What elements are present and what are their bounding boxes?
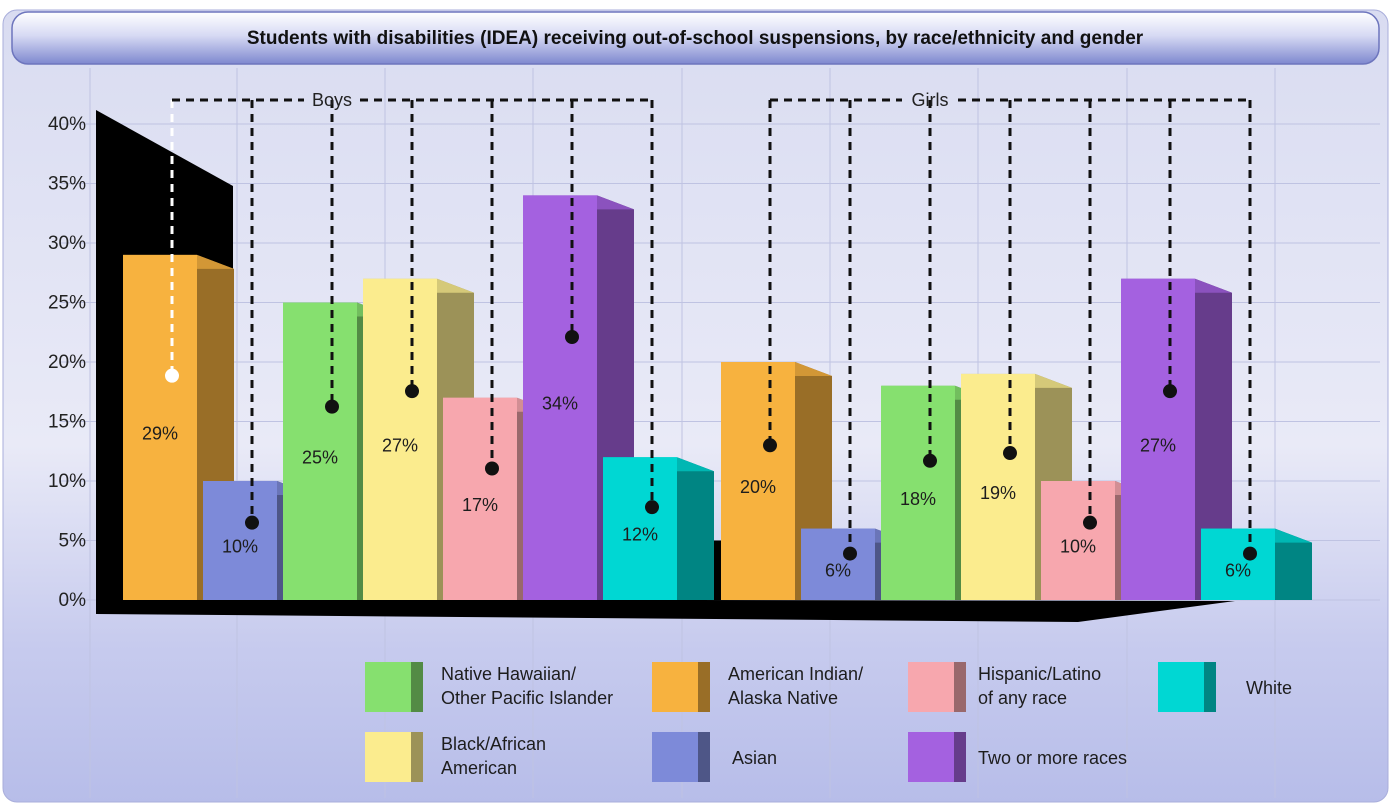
leader-dot	[485, 461, 499, 476]
bar	[603, 457, 677, 600]
y-tick-label: 0%	[59, 590, 87, 611]
leader-dot	[165, 368, 179, 383]
y-tick-label: 35%	[48, 174, 86, 195]
label-layer: 29% 10% 25% 27% 17% 34% 12% 20% 6% 18% 19% 10% 27% 6%	[142, 394, 1251, 581]
legend-label: American	[441, 758, 517, 778]
legend-swatch	[365, 662, 411, 712]
legend-swatch-side	[411, 662, 423, 712]
legend-swatch-side	[698, 662, 710, 712]
legend-swatch-side	[954, 662, 966, 712]
data-label: 27%	[1140, 435, 1176, 455]
leader-dot	[1083, 515, 1097, 530]
bar	[881, 385, 955, 600]
leader-dot	[1243, 546, 1257, 561]
leader-dot	[245, 515, 259, 530]
bar	[123, 254, 197, 600]
legend-swatch	[365, 732, 411, 782]
bar	[1041, 481, 1115, 600]
leader-dot	[843, 546, 857, 561]
data-label: 18%	[900, 489, 936, 509]
data-label: 25%	[302, 447, 338, 467]
bar	[1121, 278, 1195, 600]
legend-label: of any race	[978, 688, 1067, 708]
y-tick-label: 25%	[48, 293, 86, 314]
data-label: 27%	[382, 435, 418, 455]
bars-layer	[123, 195, 1312, 600]
leader-dot	[565, 330, 579, 345]
bar	[1201, 528, 1275, 600]
group-label: Girls	[912, 90, 949, 110]
legend-swatch	[1158, 662, 1204, 712]
y-tick-label: 15%	[48, 412, 86, 433]
bar	[961, 373, 1035, 600]
leader-dot	[923, 453, 937, 468]
bar-side	[1275, 528, 1312, 600]
leader-dot	[325, 399, 339, 414]
bar-side	[1195, 278, 1232, 600]
bar	[523, 195, 597, 600]
legend-swatch-side	[1204, 662, 1216, 712]
bar	[721, 362, 795, 600]
legend-swatch	[652, 732, 698, 782]
data-label: 12%	[622, 525, 658, 545]
bar	[443, 397, 517, 600]
y-tick-label: 10%	[48, 471, 86, 492]
data-label: 29%	[142, 423, 178, 443]
legend-label: Hispanic/Latino	[978, 664, 1101, 684]
legend-swatch	[908, 662, 954, 712]
data-label: 6%	[825, 560, 851, 580]
legend-label: White	[1246, 678, 1292, 698]
legend-label: Alaska Native	[728, 688, 838, 708]
legend-label: American Indian/	[728, 664, 863, 684]
bar	[283, 302, 357, 600]
legend-swatch-side	[954, 732, 966, 782]
leader-dot	[763, 438, 777, 453]
legend-swatch	[652, 662, 698, 712]
y-tick-label: 40%	[48, 114, 86, 135]
data-label: 10%	[222, 537, 258, 557]
legend-swatch-side	[698, 732, 710, 782]
bar	[363, 278, 437, 600]
bar-side	[677, 457, 714, 600]
y-tick-label: 20%	[48, 352, 86, 373]
data-label: 10%	[1060, 537, 1096, 557]
leader-dot	[1003, 446, 1017, 461]
legend: Native Hawaiian/Other Pacific Islander Am…	[365, 662, 1292, 782]
leader-dot	[405, 384, 419, 399]
data-label: 19%	[980, 483, 1016, 503]
group-label: Boys	[312, 90, 352, 110]
chart-title: Students with disabilities (IDEA) receiv…	[247, 28, 1144, 49]
data-label: 20%	[740, 477, 776, 497]
legend-label: Native Hawaiian/	[441, 664, 576, 684]
floor	[96, 599, 1235, 622]
leader-layer: Boys Girls	[165, 90, 1257, 561]
data-label: 17%	[462, 495, 498, 515]
legend-label: Black/African	[441, 734, 546, 754]
legend-swatch-side	[411, 732, 423, 782]
leader-dot	[645, 500, 659, 515]
legend-swatch	[908, 732, 954, 782]
leader-dot	[1163, 384, 1177, 399]
bar	[801, 528, 875, 600]
data-label: 34%	[542, 394, 578, 414]
title-banner	[11, 11, 1380, 65]
data-label: 6%	[1225, 560, 1251, 580]
y-tick-label: 30%	[48, 233, 86, 254]
legend-label: Other Pacific Islander	[441, 688, 613, 708]
legend-label: Asian	[732, 748, 777, 768]
y-tick-label: 5%	[59, 531, 87, 552]
bar	[203, 481, 277, 600]
legend-label: Two or more races	[978, 748, 1127, 768]
